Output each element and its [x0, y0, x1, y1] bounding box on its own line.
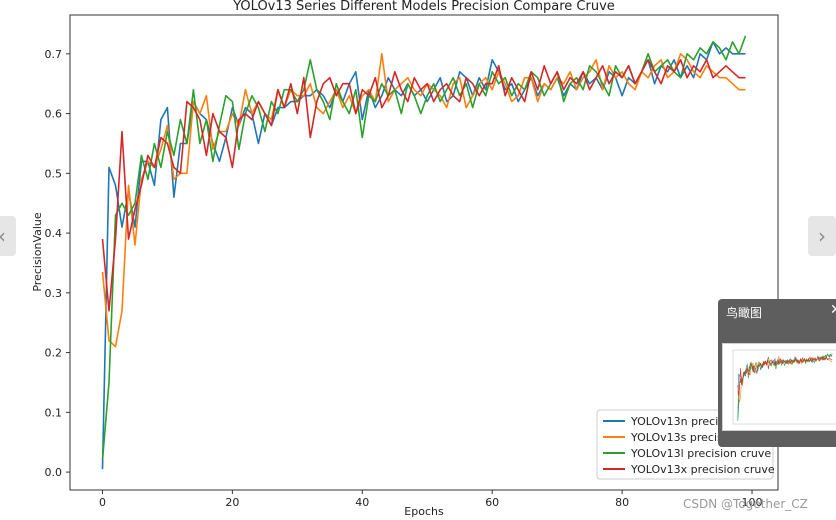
- x-axis-ticks: 0 20 40 60 80 100: [99, 490, 763, 509]
- series-line-3: [101, 58, 746, 312]
- minimap-series-2: [737, 353, 833, 420]
- close-icon[interactable]: ✕: [830, 302, 836, 318]
- minimap-panel: 鸟瞰图 ✕: [718, 299, 836, 447]
- y-tick-label: 0.6: [45, 108, 63, 121]
- x-tick-label: 80: [615, 496, 629, 509]
- y-tick-label: 0.2: [45, 347, 63, 360]
- y-tick-label: 0.1: [45, 406, 63, 419]
- series-lines: [101, 35, 747, 470]
- y-tick-label: 0.7: [45, 48, 63, 61]
- chevron-left-icon: ‹: [0, 224, 6, 248]
- minimap-thumbnail[interactable]: [722, 343, 836, 431]
- minimap-thumbnail-chart: [732, 349, 836, 425]
- plot-frame: [69, 14, 779, 491]
- chevron-right-icon: ›: [818, 224, 826, 248]
- x-axis-label: Epochs: [404, 505, 444, 518]
- y-axis-ticks: 0.0 0.1 0.2 0.3 0.4 0.5 0.6 0.7: [45, 48, 70, 479]
- x-tick-label: 0: [99, 496, 106, 509]
- x-tick-label: 40: [355, 496, 369, 509]
- minimap-title: 鸟瞰图: [726, 306, 763, 320]
- y-axis-label: PrecisionValue: [31, 212, 44, 292]
- series-line-1: [101, 52, 746, 348]
- minimap-frame: [732, 349, 836, 425]
- legend-label-2: YOLOv13l precision cruve: [630, 447, 771, 460]
- watermark: CSDN @Together_CZ: [683, 497, 808, 511]
- y-tick-label: 0.0: [45, 466, 63, 479]
- x-tick-label: 20: [225, 496, 239, 509]
- previous-image-button[interactable]: ‹: [0, 216, 16, 256]
- y-tick-label: 0.5: [45, 167, 63, 180]
- x-tick-label: 100: [742, 496, 763, 509]
- x-tick-label: 60: [485, 496, 499, 509]
- minimap-series-3: [737, 356, 833, 397]
- legend-label-3: YOLOv13x precision cruve: [630, 463, 775, 476]
- chart-title: YOLOv13 Series Different Models Precisio…: [232, 0, 615, 14]
- y-tick-label: 0.3: [45, 287, 63, 300]
- y-tick-label: 0.4: [45, 227, 63, 240]
- next-image-button[interactable]: ›: [808, 216, 836, 256]
- series-line-2: [101, 35, 747, 461]
